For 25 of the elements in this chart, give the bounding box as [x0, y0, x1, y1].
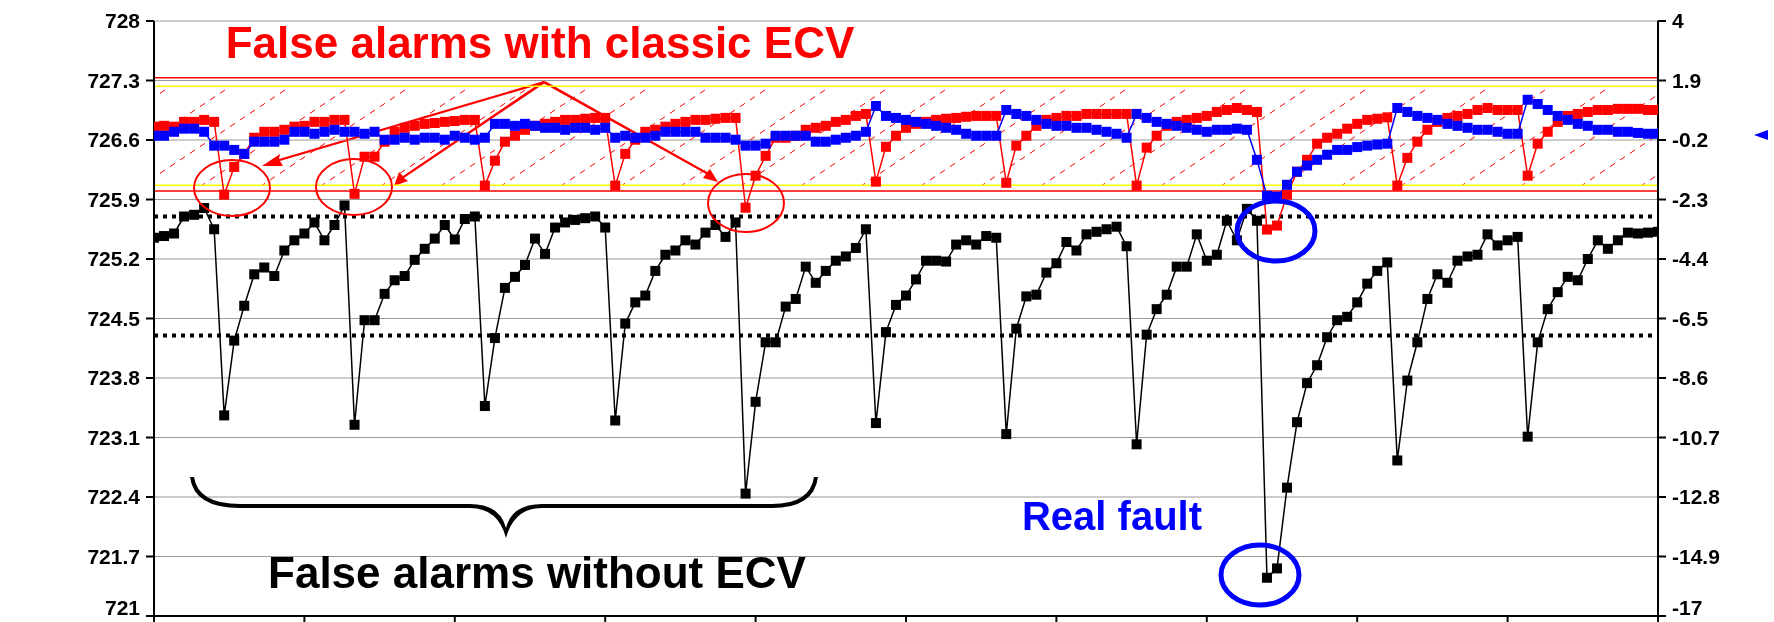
y2-tick-label: 1.9: [1672, 68, 1702, 92]
y2-tick-label: 4: [1672, 9, 1684, 33]
y2-tick-label: -4.4: [1672, 247, 1709, 271]
y-tick-label: 728: [104, 9, 141, 33]
y2-tick-label: -12.8: [1672, 485, 1721, 509]
y2-tick-label: -2.3: [1672, 187, 1709, 211]
y-tick-label: 727.3: [87, 68, 140, 92]
y2-tick-label: -10.7: [1672, 425, 1720, 449]
y-tick-label: 725.9: [87, 187, 140, 211]
y-tick-label: 721: [104, 596, 141, 620]
y-tick-label: 722.4: [87, 485, 141, 509]
annotation: Real fault: [1021, 494, 1203, 538]
y-tick-label: 721.7: [87, 544, 140, 568]
annotation: False alarms without ECV: [268, 548, 807, 597]
y2-tick-label: -17: [1672, 596, 1703, 620]
y2-tick-label: -14.9: [1672, 544, 1720, 568]
y-tick-label: 723.8: [87, 366, 141, 390]
y-tick-label: 726.6: [87, 128, 140, 152]
annotation: False alarms with classic ECV: [225, 18, 855, 67]
y2-tick-label: -8.6: [1672, 366, 1709, 390]
y-tick-label: 725.2: [87, 247, 140, 271]
y-tick-label: 724.5: [87, 306, 141, 330]
y2-tick-label: -0.2: [1672, 128, 1709, 152]
y2-tick-label: -6.5: [1672, 306, 1709, 330]
y-tick-label: 723.1: [87, 425, 141, 449]
